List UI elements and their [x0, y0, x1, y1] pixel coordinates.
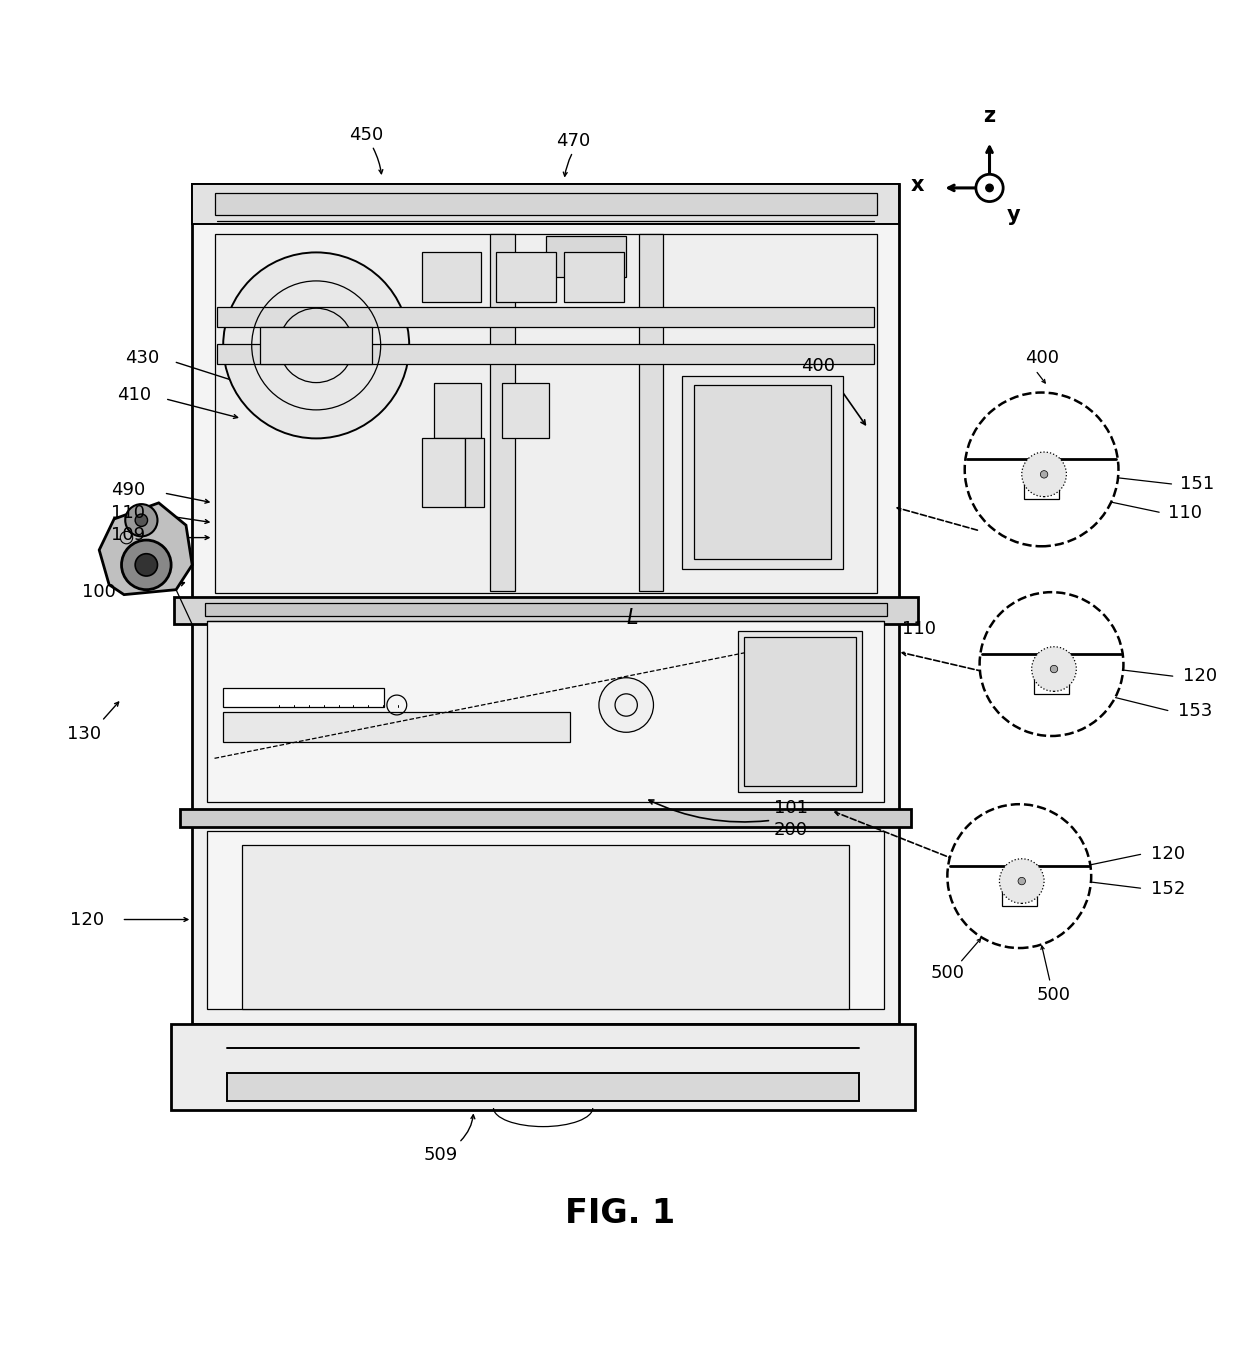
Circle shape [135, 514, 148, 527]
Text: 153: 153 [1178, 702, 1213, 720]
Text: 120: 120 [1183, 667, 1218, 686]
Text: 151: 151 [1180, 476, 1215, 493]
Circle shape [599, 678, 653, 732]
Text: z: z [983, 106, 996, 125]
FancyBboxPatch shape [242, 845, 849, 1008]
FancyBboxPatch shape [215, 233, 877, 593]
Text: 110: 110 [903, 620, 936, 639]
FancyBboxPatch shape [738, 631, 862, 791]
Text: 152: 152 [1151, 879, 1185, 898]
FancyBboxPatch shape [192, 817, 899, 1023]
FancyBboxPatch shape [1002, 871, 1037, 906]
Text: 110: 110 [110, 504, 145, 522]
Text: x: x [911, 175, 924, 195]
Circle shape [1022, 452, 1066, 496]
Text: 500: 500 [930, 964, 965, 981]
Polygon shape [99, 503, 192, 594]
FancyBboxPatch shape [422, 438, 465, 507]
Circle shape [135, 554, 157, 576]
Text: 120: 120 [1151, 845, 1185, 863]
Circle shape [1032, 647, 1076, 692]
Text: 100: 100 [82, 584, 117, 601]
Text: 500: 500 [1037, 987, 1071, 1004]
FancyBboxPatch shape [1034, 659, 1069, 694]
FancyBboxPatch shape [496, 252, 556, 302]
FancyBboxPatch shape [490, 233, 515, 590]
Text: 101: 101 [774, 799, 808, 817]
FancyBboxPatch shape [434, 383, 481, 438]
Text: 110: 110 [1168, 504, 1202, 522]
FancyBboxPatch shape [682, 376, 843, 569]
FancyBboxPatch shape [260, 326, 372, 364]
Circle shape [125, 504, 157, 537]
FancyBboxPatch shape [217, 344, 874, 364]
Text: 410: 410 [117, 386, 151, 404]
FancyBboxPatch shape [192, 185, 899, 224]
Text: 400: 400 [1024, 349, 1059, 367]
FancyBboxPatch shape [639, 233, 663, 590]
Circle shape [1040, 470, 1048, 479]
FancyBboxPatch shape [502, 383, 549, 438]
Text: 109: 109 [110, 526, 145, 545]
Text: 400: 400 [801, 357, 836, 376]
FancyBboxPatch shape [465, 438, 484, 507]
Circle shape [999, 859, 1044, 903]
FancyBboxPatch shape [1024, 464, 1059, 499]
FancyBboxPatch shape [180, 809, 911, 826]
FancyBboxPatch shape [205, 604, 887, 616]
FancyBboxPatch shape [744, 636, 856, 786]
FancyBboxPatch shape [546, 236, 626, 278]
Text: 470: 470 [556, 132, 590, 150]
Text: 490: 490 [110, 481, 145, 500]
FancyBboxPatch shape [223, 687, 384, 708]
Text: FIG. 1: FIG. 1 [565, 1197, 675, 1229]
FancyBboxPatch shape [694, 386, 831, 558]
FancyBboxPatch shape [207, 832, 884, 1008]
Text: L: L [626, 608, 639, 628]
Text: 130: 130 [67, 724, 102, 743]
Circle shape [986, 185, 993, 191]
FancyBboxPatch shape [422, 252, 481, 302]
Text: 509: 509 [423, 1146, 458, 1165]
Circle shape [1018, 878, 1025, 884]
Circle shape [976, 174, 1003, 202]
Circle shape [947, 805, 1091, 948]
FancyBboxPatch shape [192, 605, 899, 817]
Circle shape [965, 392, 1118, 546]
FancyBboxPatch shape [192, 185, 899, 605]
Text: 430: 430 [125, 349, 160, 367]
FancyBboxPatch shape [174, 597, 918, 624]
Text: 120: 120 [69, 910, 104, 929]
FancyBboxPatch shape [207, 620, 884, 802]
FancyBboxPatch shape [171, 1023, 915, 1111]
Circle shape [223, 252, 409, 438]
Text: 450: 450 [348, 125, 383, 144]
FancyBboxPatch shape [223, 713, 570, 743]
Text: 200: 200 [774, 821, 808, 840]
FancyBboxPatch shape [215, 193, 877, 216]
Circle shape [122, 541, 171, 589]
Circle shape [1050, 666, 1058, 673]
Text: y: y [1007, 205, 1021, 225]
FancyBboxPatch shape [564, 252, 624, 302]
Circle shape [980, 592, 1123, 736]
FancyBboxPatch shape [227, 1073, 859, 1100]
FancyBboxPatch shape [217, 307, 874, 326]
